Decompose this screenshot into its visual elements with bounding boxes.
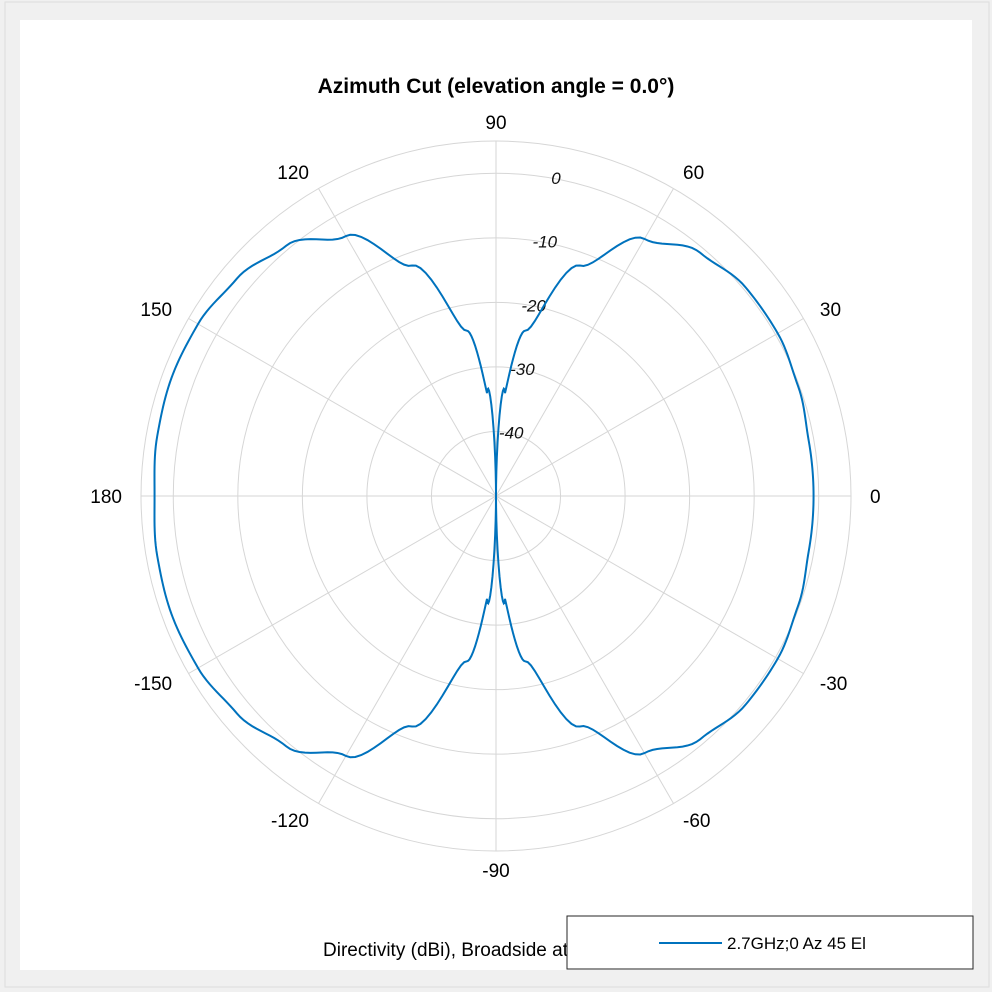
angle-tick-labels: 0 30 60 90 120 150 180 -150 -120 -90 -60 -30 [90, 113, 880, 882]
angle-tick-label: 30 [820, 300, 841, 321]
series-group [153, 233, 815, 759]
series-line [153, 233, 815, 759]
angle-tick-label: -120 [271, 811, 309, 832]
radial-tick-label: -30 [510, 360, 535, 379]
polar-grid [140, 140, 852, 852]
chart-title: Azimuth Cut (elevation angle = 0.0°) [318, 75, 675, 98]
angle-tick-label: 150 [140, 300, 172, 321]
angle-tick-label: 60 [683, 163, 704, 184]
radial-tick-label: -10 [533, 233, 558, 252]
angle-tick-label: -30 [820, 674, 847, 695]
legend-label: 2.7GHz;0 Az 45 El [727, 934, 866, 953]
radial-tick-label: -20 [521, 296, 546, 315]
legend[interactable]: 2.7GHz;0 Az 45 El [566, 915, 974, 970]
angle-tick-label: 180 [90, 487, 122, 508]
angle-tick-label: -60 [683, 811, 710, 832]
radial-tick-label: 0 [551, 169, 561, 188]
angle-tick-label: 0 [870, 487, 881, 508]
angle-tick-label: 90 [485, 113, 506, 134]
radial-tick-label: -40 [499, 423, 524, 442]
angle-tick-label: -90 [482, 861, 509, 882]
legend-box [566, 915, 974, 970]
angle-tick-label: -150 [134, 674, 172, 695]
radial-tick-labels: 0 -10 -20 -30 -40 [499, 169, 561, 442]
angle-tick-label: 120 [277, 163, 309, 184]
